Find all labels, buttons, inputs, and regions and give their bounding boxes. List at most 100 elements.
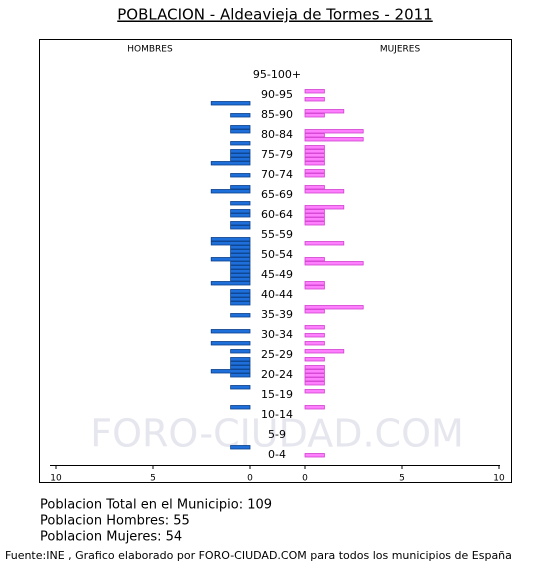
note: Poblacion Total en el Municipio: 109 [40, 498, 272, 513]
age-label: 20-24 [261, 368, 293, 381]
bar [304, 405, 325, 410]
bar [230, 245, 251, 250]
source: Fuente:INE , Grafico elaborado por FORO-… [5, 549, 512, 562]
bar [230, 113, 251, 118]
bar [304, 137, 364, 142]
bar [210, 189, 251, 194]
age-label: 60-64 [261, 208, 293, 221]
age-label: 90-95 [261, 88, 293, 101]
bar [304, 157, 325, 162]
bar [230, 269, 251, 274]
bar [304, 261, 364, 266]
age-label: 30-34 [261, 328, 293, 341]
bar [304, 89, 325, 94]
age-label: 25-29 [261, 348, 293, 361]
bar [230, 221, 251, 226]
x-tick-label: 5 [150, 474, 156, 484]
bar [210, 237, 251, 242]
bar [304, 221, 325, 226]
bar [304, 369, 325, 374]
bar [230, 365, 251, 370]
bar [210, 161, 251, 166]
bar [230, 201, 251, 206]
bar [304, 381, 325, 386]
age-label: 65-69 [261, 188, 293, 201]
age-label: 5-9 [268, 428, 286, 441]
bar [230, 297, 251, 302]
bar [304, 97, 325, 102]
age-label: 40-44 [261, 288, 293, 301]
bar [230, 129, 251, 134]
bar [230, 289, 251, 294]
bar [304, 281, 325, 286]
bar [304, 129, 364, 134]
x-tick-label: 10 [493, 474, 505, 484]
bar [230, 357, 251, 362]
bar [230, 349, 251, 354]
bar [210, 341, 251, 346]
bar [230, 249, 251, 254]
bar [230, 209, 251, 214]
bar [304, 325, 325, 330]
bar [230, 385, 251, 390]
legend-male: HOMBRES [127, 45, 173, 55]
watermark: FORO-CIUDAD.COM [90, 412, 464, 456]
bar [230, 125, 251, 130]
bar [304, 365, 325, 370]
bar [304, 217, 325, 222]
bar [230, 253, 251, 258]
note: Poblacion Hombres: 55 [40, 514, 190, 529]
bar [304, 205, 345, 210]
plot-frame [39, 39, 512, 483]
age-label: 10-14 [261, 408, 293, 421]
age-label: 50-54 [261, 248, 293, 261]
bar [304, 133, 325, 138]
bar [304, 209, 325, 214]
bar [230, 445, 251, 450]
bar [304, 389, 325, 394]
bar [304, 453, 325, 458]
bar [230, 173, 251, 178]
bar [304, 109, 345, 114]
bar [210, 369, 251, 374]
bar [304, 333, 325, 338]
bar [210, 241, 251, 246]
bar [230, 157, 251, 162]
bar [304, 305, 364, 310]
bar [304, 173, 325, 178]
bar [210, 281, 251, 286]
bar [230, 261, 251, 266]
age-label: 0-4 [268, 448, 286, 461]
bar [230, 293, 251, 298]
x-tick-label: 0 [302, 474, 308, 484]
bar [304, 161, 325, 166]
bar [230, 265, 251, 270]
age-label: 70-74 [261, 168, 293, 181]
bar [210, 257, 251, 262]
x-tick-label: 0 [247, 474, 253, 484]
bar [304, 185, 325, 190]
bar [230, 153, 251, 158]
legend-female: MUJERES [380, 45, 421, 55]
bar [230, 141, 251, 146]
bar [304, 113, 325, 118]
bar [210, 101, 251, 106]
age-label: 80-84 [261, 128, 293, 141]
bar [304, 149, 325, 154]
note: Poblacion Mujeres: 54 [40, 530, 182, 545]
age-label: 35-39 [261, 308, 293, 321]
bar [304, 341, 325, 346]
bar [230, 277, 251, 282]
age-label: 95-100+ [253, 68, 301, 81]
age-label: 15-19 [261, 388, 293, 401]
bar [230, 213, 251, 218]
bar [230, 273, 251, 278]
bar [230, 405, 251, 410]
age-label: 75-79 [261, 148, 293, 161]
bar [304, 145, 325, 150]
bar [230, 373, 251, 378]
bar [304, 349, 345, 354]
bar [304, 189, 345, 194]
chart-title: POBLACION - Aldeavieja de Tormes - 2011 [117, 6, 432, 24]
